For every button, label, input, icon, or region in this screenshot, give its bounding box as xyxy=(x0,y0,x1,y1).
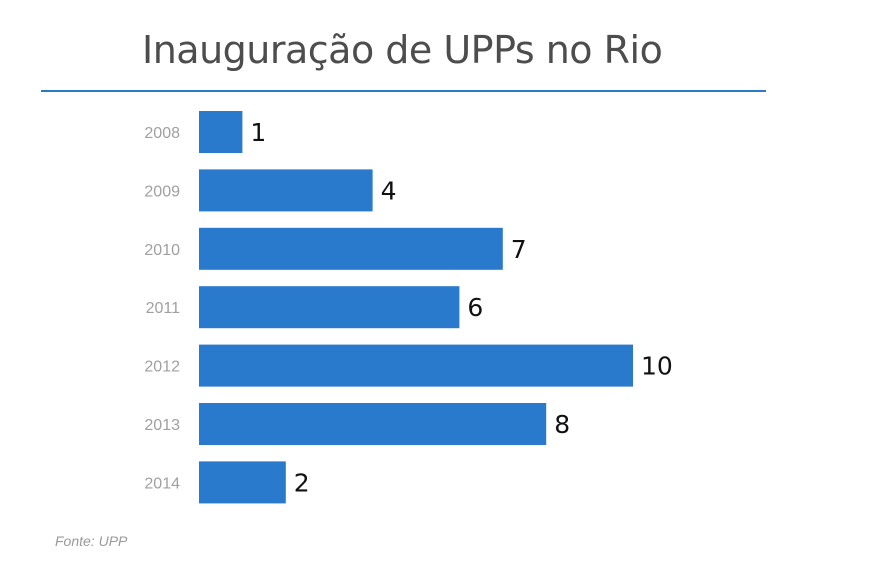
value-label: 6 xyxy=(467,293,483,322)
bar xyxy=(199,111,243,153)
bar xyxy=(199,403,547,445)
value-label: 2 xyxy=(294,468,310,497)
category-label: 2009 xyxy=(144,183,180,200)
chart-title: Inauguração de UPPs no Rio xyxy=(142,28,663,72)
category-label: 2011 xyxy=(146,300,181,317)
source-note: Fonte: UPP xyxy=(55,533,128,549)
value-label: 1 xyxy=(250,118,266,147)
bar xyxy=(199,169,373,212)
category-label: 2010 xyxy=(144,242,180,259)
bar xyxy=(199,286,460,329)
bar xyxy=(199,461,286,504)
title-divider xyxy=(41,90,766,92)
bar xyxy=(199,227,503,270)
value-label: 4 xyxy=(381,176,397,205)
category-label: 2008 xyxy=(144,125,180,142)
category-label: 2012 xyxy=(144,359,180,376)
category-label: 2013 xyxy=(144,417,180,434)
category-label: 2014 xyxy=(144,475,180,492)
bar xyxy=(199,344,633,387)
value-label: 8 xyxy=(554,410,570,439)
value-label: 10 xyxy=(641,352,673,381)
bars-layer: 2008 1 2009 4 2010 7 2011 6 2012 10 2013 8 2014 2 xyxy=(144,111,673,504)
value-label: 7 xyxy=(511,235,527,264)
